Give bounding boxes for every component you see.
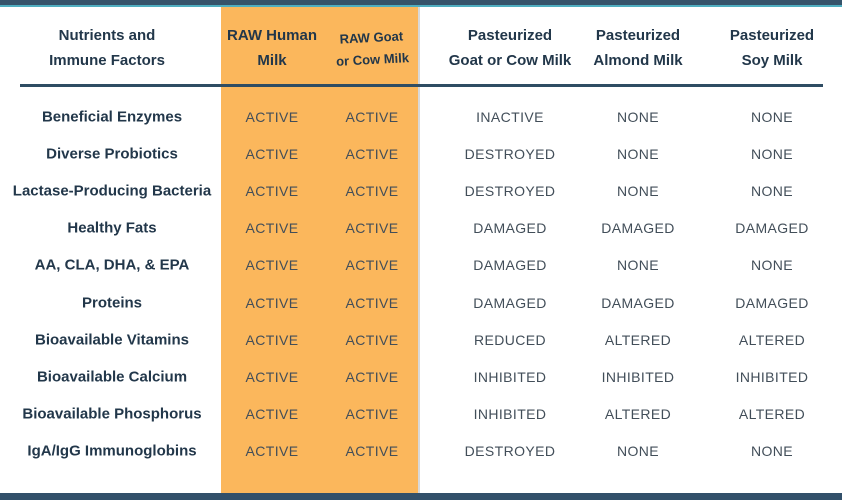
status-value: DAMAGED — [473, 220, 547, 237]
status-value: NONE — [750, 443, 794, 460]
table-row: Healthy Fats ACTIVE ACTIVE DAMAGED DAMAG… — [0, 210, 842, 247]
header-line: Almond Milk — [593, 52, 683, 69]
row-label: Bioavailable Calcium — [36, 368, 188, 386]
status-value: DAMAGED — [735, 294, 809, 311]
status-value: ACTIVE — [345, 182, 399, 199]
table-row: Proteins ACTIVE ACTIVE DAMAGED DAMAGED D… — [0, 284, 842, 321]
header-line: Soy Milk — [741, 52, 803, 69]
table-row: Bioavailable Phosphorus ACTIVE ACTIVE IN… — [0, 396, 842, 433]
header-line: Pasteurized — [729, 27, 815, 44]
status-value: ACTIVE — [345, 368, 399, 385]
status-value: DESTROYED — [464, 182, 556, 199]
status-value: ACTIVE — [245, 182, 299, 199]
status-value: ACTIVE — [345, 294, 399, 311]
table-row: AA, CLA, DHA, & EPA ACTIVE ACTIVE DAMAGE… — [0, 247, 842, 284]
header-pasteurized-almond-milk: Pasteurized Almond Milk — [593, 23, 682, 73]
header-raw-goat-or-cow-milk: RAW Goat or Cow Milk — [334, 25, 410, 73]
table-body: Beneficial Enzymes ACTIVE ACTIVE INACTIV… — [0, 98, 842, 470]
row-label: Diverse Probiotics — [46, 145, 178, 163]
status-value: DESTROYED — [464, 443, 556, 460]
status-value: INACTIVE — [476, 108, 544, 125]
row-label: Lactase-Producing Bacteria — [12, 182, 212, 200]
table-row: Lactase-Producing Bacteria ACTIVE ACTIVE… — [0, 172, 842, 209]
status-value: ACTIVE — [345, 145, 399, 162]
status-value: ACTIVE — [345, 406, 399, 423]
row-label: Bioavailable Vitamins — [35, 331, 189, 349]
status-value: ALTERED — [604, 406, 672, 423]
header-separator-rule — [20, 84, 823, 87]
status-value: NONE — [616, 257, 660, 274]
status-value: ALTERED — [604, 331, 672, 348]
row-label: IgA/IgG Immunoglobins — [27, 442, 197, 460]
status-value: ACTIVE — [345, 331, 399, 348]
status-value: DAMAGED — [601, 220, 675, 237]
status-value: INHIBITED — [473, 406, 547, 423]
top-accent-line — [0, 5, 842, 7]
status-value: ALTERED — [738, 406, 806, 423]
header-raw-human-milk: RAW Human Milk — [227, 23, 317, 73]
status-value: NONE — [750, 257, 794, 274]
raw-milk-highlight-column — [221, 7, 420, 493]
status-value: ACTIVE — [345, 108, 399, 125]
table-header: Nutrients and Immune Factors RAW Human M… — [0, 7, 842, 84]
row-label: Healthy Fats — [67, 219, 157, 237]
status-value: REDUCED — [473, 331, 547, 348]
status-value: DAMAGED — [473, 294, 547, 311]
table-row: Diverse Probiotics ACTIVE ACTIVE DESTROY… — [0, 135, 842, 172]
table-row: IgA/IgG Immunoglobins ACTIVE ACTIVE DEST… — [0, 433, 842, 470]
row-label: Beneficial Enzymes — [41, 108, 183, 126]
header-line: or Cow Milk — [335, 50, 410, 69]
header-line: Nutrients and — [58, 27, 156, 44]
status-value: NONE — [750, 145, 794, 162]
table-row: Beneficial Enzymes ACTIVE ACTIVE INACTIV… — [0, 98, 842, 135]
status-value: INHIBITED — [735, 368, 809, 385]
status-value: DAMAGED — [735, 220, 809, 237]
top-border-bar — [0, 0, 842, 5]
status-value: DAMAGED — [473, 257, 547, 274]
status-value: NONE — [616, 182, 660, 199]
header-line: Immune Factors — [49, 52, 165, 69]
status-value: NONE — [616, 443, 660, 460]
status-value: NONE — [616, 108, 660, 125]
status-value: INHIBITED — [601, 368, 675, 385]
status-value: ACTIVE — [245, 406, 299, 423]
row-label: AA, CLA, DHA, & EPA — [34, 256, 190, 274]
row-label: Proteins — [81, 294, 143, 312]
status-value: NONE — [750, 182, 794, 199]
status-value: ALTERED — [738, 331, 806, 348]
row-label: Bioavailable Phosphorus — [22, 405, 202, 423]
status-value: ACTIVE — [245, 443, 299, 460]
status-value: ACTIVE — [245, 294, 299, 311]
header-line: Goat or Cow Milk — [448, 52, 572, 69]
status-value: INHIBITED — [473, 368, 547, 385]
header-line: RAW Human — [227, 27, 317, 44]
header-line: Pasteurized — [595, 27, 681, 44]
status-value: ACTIVE — [245, 145, 299, 162]
header-line: Milk — [257, 52, 287, 69]
header-pasteurized-goat-or-cow-milk: Pasteurized Goat or Cow Milk — [449, 23, 572, 73]
status-value: ACTIVE — [245, 220, 299, 237]
status-value: ACTIVE — [245, 257, 299, 274]
status-value: DAMAGED — [601, 294, 675, 311]
status-value: ACTIVE — [245, 331, 299, 348]
header-nutrients-and-immune-factors: Nutrients and Immune Factors — [49, 23, 165, 73]
status-value: DESTROYED — [464, 145, 556, 162]
status-value: ACTIVE — [245, 108, 299, 125]
status-value: ACTIVE — [345, 220, 399, 237]
status-value: NONE — [616, 145, 660, 162]
table-row: Bioavailable Vitamins ACTIVE ACTIVE REDU… — [0, 321, 842, 358]
status-value: ACTIVE — [345, 257, 399, 274]
status-value: ACTIVE — [345, 443, 399, 460]
header-line: Pasteurized — [467, 27, 553, 44]
bottom-border-bar — [0, 493, 842, 500]
status-value: NONE — [750, 108, 794, 125]
status-value: ACTIVE — [245, 368, 299, 385]
header-pasteurized-soy-milk: Pasteurized Soy Milk — [730, 23, 814, 73]
table-row: Bioavailable Calcium ACTIVE ACTIVE INHIB… — [0, 358, 842, 395]
